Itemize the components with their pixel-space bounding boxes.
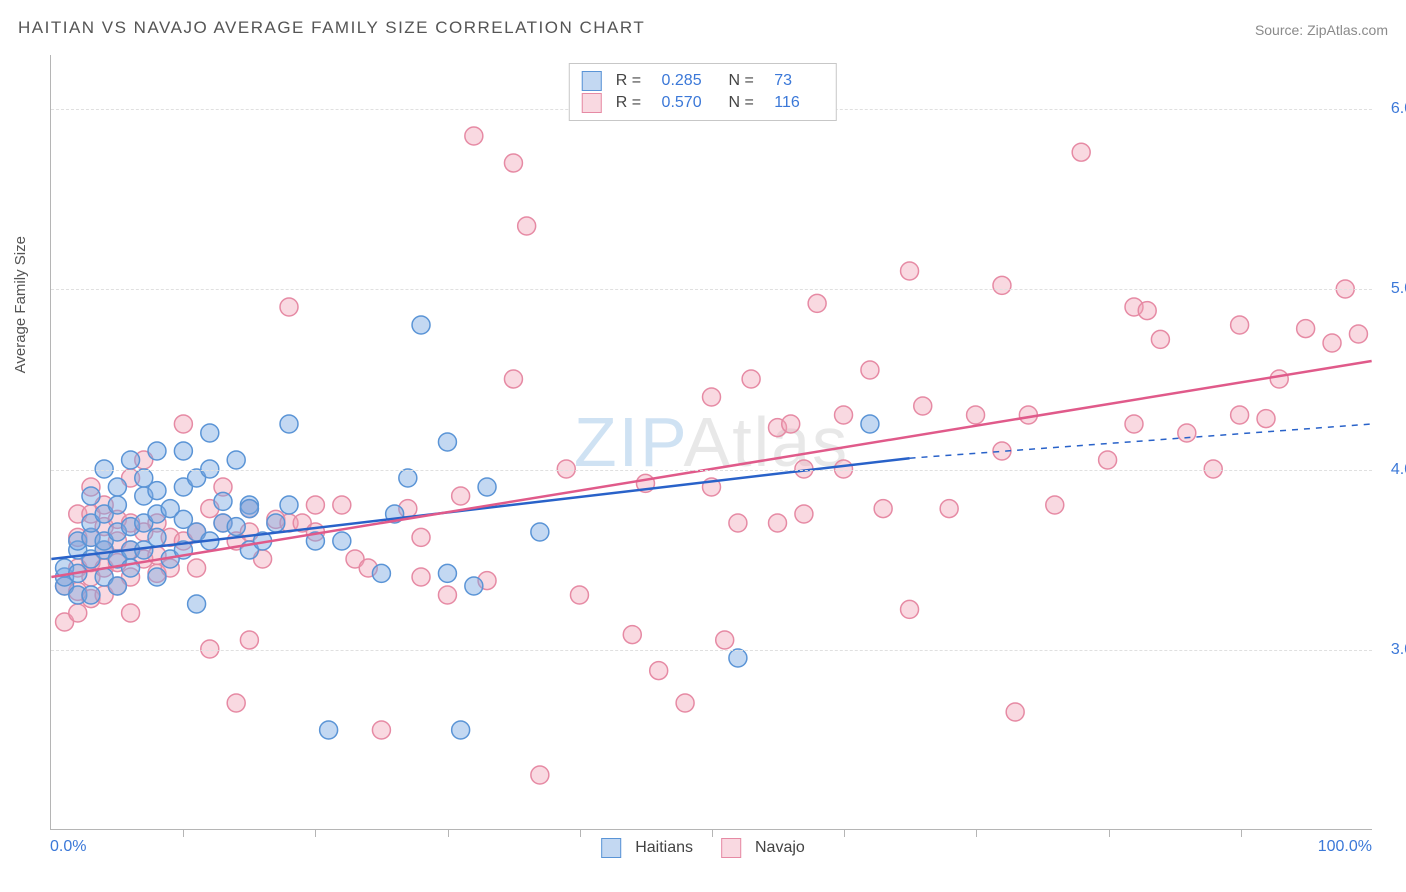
chart-title: HAITIAN VS NAVAJO AVERAGE FAMILY SIZE CO… (18, 18, 645, 38)
swatch-navajo-bottom (721, 838, 741, 858)
gridline (51, 650, 1372, 651)
y-tick-label: 4.00 (1378, 461, 1406, 479)
legend-item-navajo: Navajo (721, 838, 805, 858)
swatch-navajo (582, 93, 602, 113)
stats-row-navajo: R = 0.570 N = 116 (582, 92, 824, 114)
x-axis-end-label: 100.0% (1318, 838, 1372, 856)
x-tick (976, 829, 977, 837)
x-tick (183, 829, 184, 837)
legend-item-haitians: Haitians (601, 838, 693, 858)
legend-label-haitians: Haitians (635, 839, 693, 857)
y-axis-title: Average Family Size (12, 236, 29, 373)
n-haitians: 73 (774, 70, 824, 92)
r-haitians: 0.285 (662, 70, 712, 92)
n-navajo: 116 (774, 92, 824, 114)
legend-label-navajo: Navajo (755, 839, 805, 857)
source-label: Source: ZipAtlas.com (1255, 22, 1388, 38)
x-tick (448, 829, 449, 837)
swatch-haitians-bottom (601, 838, 621, 858)
chart-plot-area: ZIPAtlas 3.004.005.006.00 (50, 55, 1372, 830)
y-tick-label: 5.00 (1378, 280, 1406, 298)
stats-row-haitians: R = 0.285 N = 73 (582, 70, 824, 92)
gridline (51, 289, 1372, 290)
x-tick (1241, 829, 1242, 837)
x-tick (712, 829, 713, 837)
x-axis-start-label: 0.0% (50, 838, 86, 856)
stats-legend: R = 0.285 N = 73 R = 0.570 N = 116 (569, 63, 837, 121)
r-navajo: 0.570 (662, 92, 712, 114)
x-tick (315, 829, 316, 837)
x-tick (844, 829, 845, 837)
y-tick-label: 3.00 (1378, 641, 1406, 659)
bottom-legend: Haitians Navajo (601, 838, 805, 858)
swatch-haitians (582, 71, 602, 91)
x-tick (580, 829, 581, 837)
y-tick-label: 6.00 (1378, 100, 1406, 118)
gridline (51, 470, 1372, 471)
chart-svg (51, 55, 1372, 829)
x-tick (1109, 829, 1110, 837)
